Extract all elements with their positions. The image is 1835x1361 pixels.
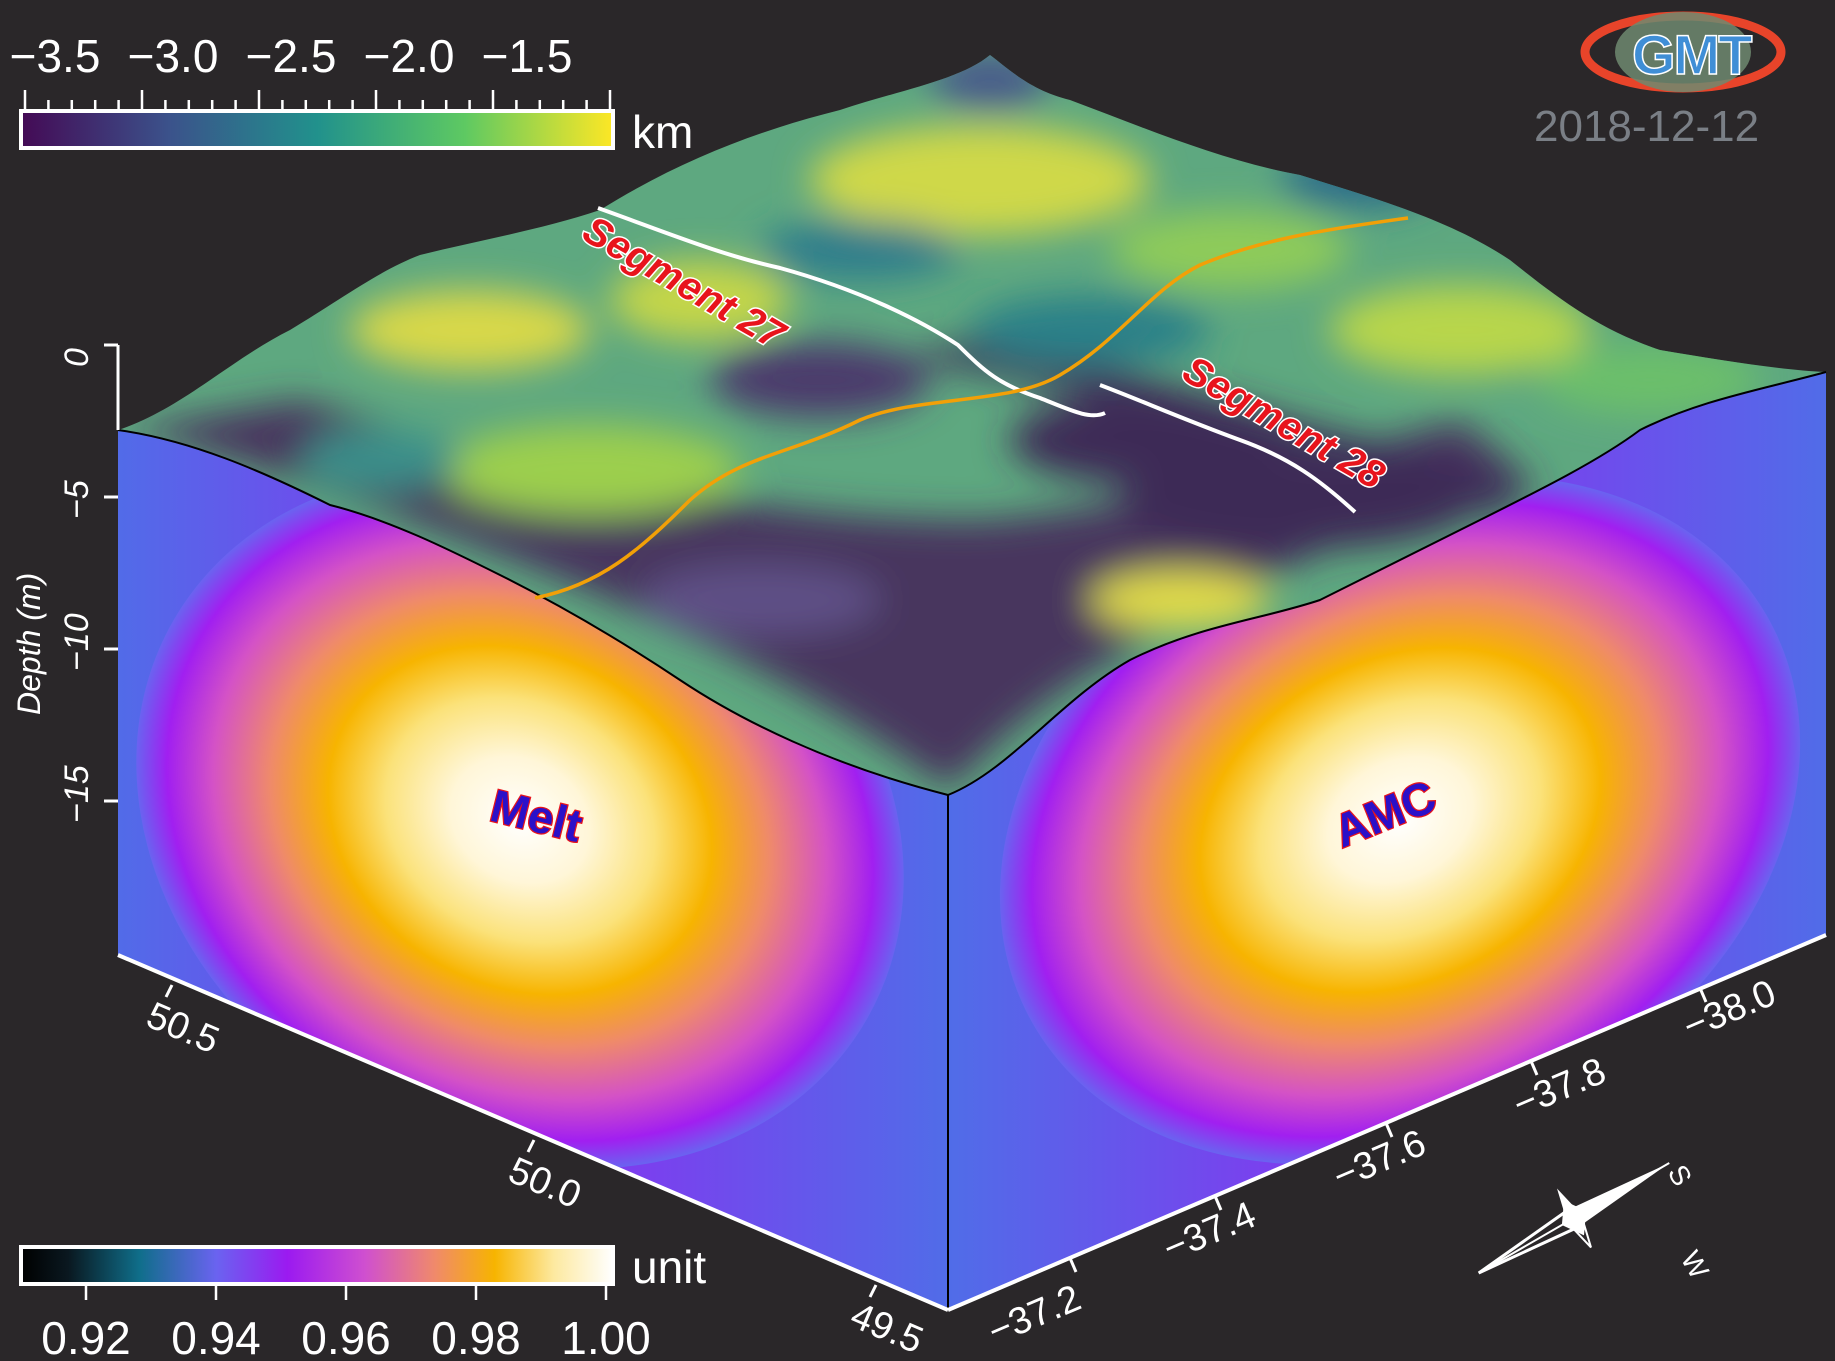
depth-colorbar-tick-label: −2.5: [246, 30, 337, 82]
x-right-tick: [1384, 1122, 1394, 1138]
depth-axis-label: Depth (m): [11, 573, 47, 715]
x-right-tick: [1529, 1060, 1539, 1076]
x-left-tick: [868, 1284, 878, 1298]
depth-colorbar-tick-label: −1.5: [482, 30, 573, 82]
depth-colorbar-tick-label: −2.0: [364, 30, 455, 82]
depth-colorbar-tick-label: −3.0: [128, 30, 219, 82]
x-left-tick: [164, 984, 174, 998]
density-colorbar-tick-label: 0.98: [431, 1312, 521, 1361]
depth-tick-label: 0: [58, 348, 96, 367]
profile-track: [534, 216, 1409, 600]
x-left-tick-label: 49.5: [844, 1295, 928, 1361]
depth-tick-label: −10: [58, 613, 96, 671]
depth-tick-label: −5: [58, 480, 96, 519]
x-right-tick: [1698, 987, 1708, 1003]
density-colorbar-tick-label: 0.94: [171, 1312, 261, 1361]
x-left-tick: [526, 1139, 536, 1153]
depth-tick-label: −15: [58, 765, 96, 823]
depth-colorbar-unit: km: [632, 106, 693, 158]
gmt-logo-text: GMT: [1632, 23, 1752, 86]
segment-27-track: [597, 206, 1106, 418]
density-colorbar-tick-label: 1.00: [561, 1312, 651, 1361]
density-colorbar-unit: unit: [632, 1241, 706, 1293]
depth-axis: Depth (m) 0 −5 −10 −15: [11, 343, 120, 823]
density-colorbar: 0.92 0.94 0.96 0.98 1.00 unit: [19, 1241, 706, 1361]
depth-colorbar: −3.5 −3.0 −2.5 −2.0 −1.5 km: [10, 30, 694, 158]
block-outline: [117, 371, 1827, 1310]
x-right-tick: [1213, 1195, 1223, 1211]
x-right-tick: [1068, 1257, 1078, 1273]
x-left-tick-label: 50.0: [502, 1150, 586, 1218]
density-colorbar-tick-label: 0.96: [301, 1312, 391, 1361]
depth-colorbar-tick-label: −3.5: [10, 30, 101, 82]
compass-rose-icon: [1477, 1162, 1670, 1275]
gmt-logo: GMT 2018-12-12: [1534, 11, 1786, 151]
compass-label-w: W: [1675, 1246, 1715, 1285]
segment-28-track: [1099, 383, 1357, 514]
density-colorbar-tick-label: 0.92: [41, 1312, 131, 1361]
logo-date: 2018-12-12: [1534, 102, 1759, 151]
x-left-tick-label: 50.5: [140, 995, 224, 1063]
